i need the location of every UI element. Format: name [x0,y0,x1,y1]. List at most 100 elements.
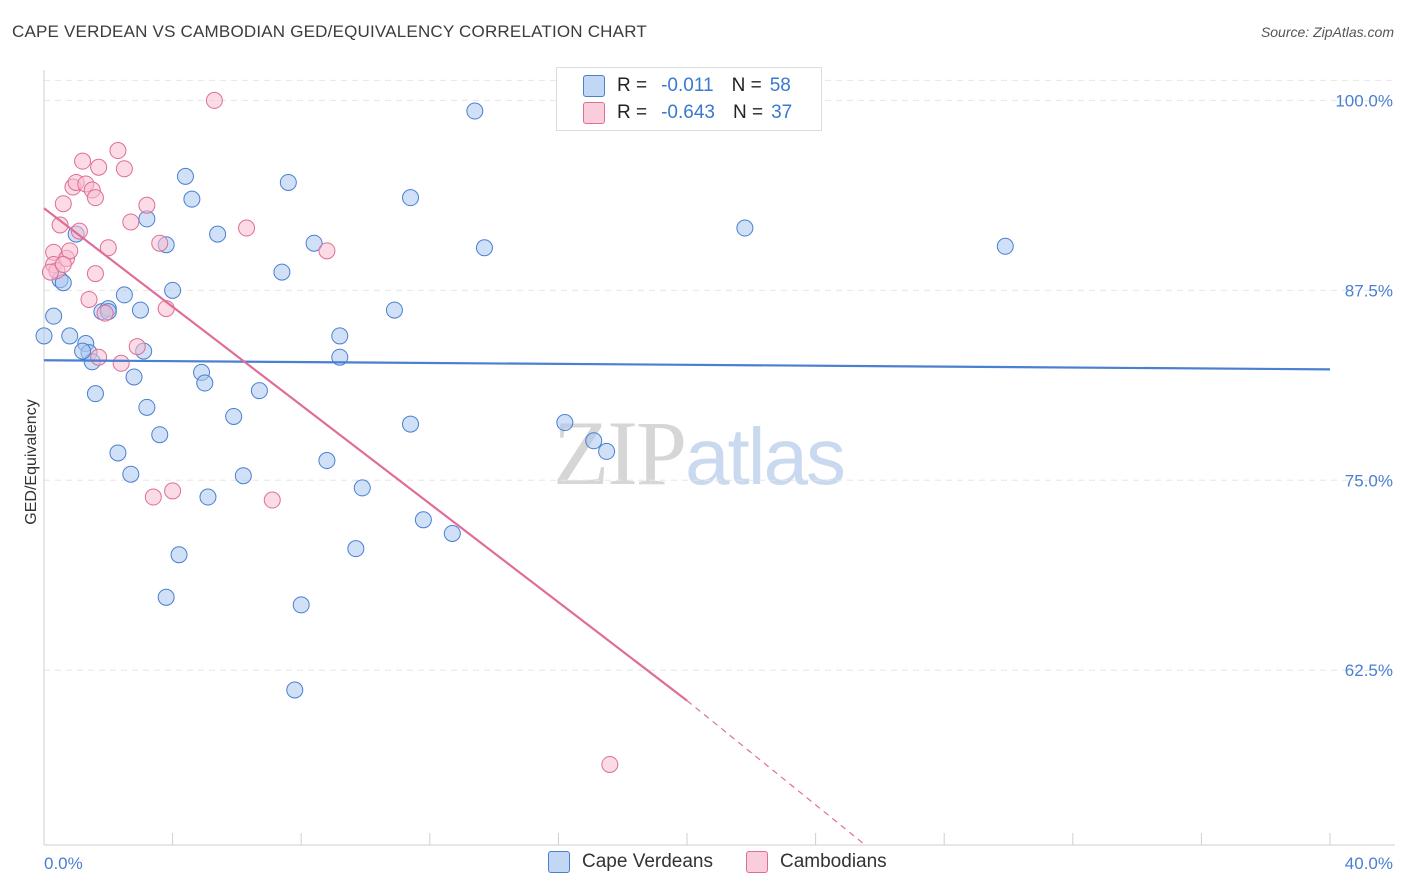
cape-verdean-point [736,219,754,237]
watermark-atlas: atlas [685,412,846,501]
zipatlas-watermark: ZIPatlas [553,400,846,506]
cambodian-point [601,755,619,773]
cape-verdean-point [402,415,420,433]
source-credit: Source: ZipAtlas.com [1260,24,1394,40]
y-tick-label: 62.5% [1345,661,1393,680]
x-tick-labels: 0.0% 40.0% [44,854,1393,873]
cape-verdean-point [115,286,133,304]
cape-verdean-point [170,546,188,564]
chart-title: CAPE VERDEAN VS CAMBODIAN GED/EQUIVALENC… [12,22,647,41]
cambodian-point [115,160,133,178]
cambodian-point [90,348,108,366]
cape-verdean-point [157,588,175,606]
cape-verdean-point [585,432,603,450]
correlation-legend: R = -0.011 N = 58 R = -0.643 N = 37 [556,67,822,131]
cambodian-point [99,239,117,257]
cape-verdean-point [125,368,143,386]
cape-verdean-point [250,382,268,400]
data-points [35,91,1014,773]
cambodian-point [80,290,98,308]
cape-verdean-point [61,327,79,345]
cape-verdean-point [385,301,403,319]
r-label: R = [617,102,648,123]
cape-verdean-point [292,596,310,614]
cambodian-point [90,158,108,176]
cape-verdean-point [45,307,63,325]
cambodian-point [263,491,281,509]
legend-label: Cape Verdeans [582,851,713,872]
cambodian-point [86,265,104,283]
cape-verdean-point [86,385,104,403]
cape-verdean-point [273,263,291,281]
cape-verdean-point [475,239,493,257]
cape-verdean-point [331,348,349,366]
cape-verdean-point [234,467,252,485]
cambodian-point [138,196,156,214]
cape-verdean-point [286,681,304,699]
pink-swatch-icon [746,851,768,873]
pink-swatch-icon [583,102,605,124]
cape-verdean-point [109,444,127,462]
n-value: 37 [771,102,793,123]
x-tick-label: 40.0% [1345,854,1393,873]
cambodian-point [144,488,162,506]
watermark-zip: ZIP [553,402,687,504]
legend-item-cape-verdeans[interactable]: Cape Verdeans [548,851,713,873]
cape-verdean-point [74,342,92,360]
cambodian-trend-extension [686,700,866,846]
cape-verdean-point [466,102,484,120]
cambodian-point [164,482,182,500]
cambodian-point [112,354,130,372]
cambodian-point [128,338,146,356]
cambodian-point [54,256,72,274]
y-tick-label: 75.0% [1345,471,1393,490]
cape-verdean-point [176,167,194,185]
cambodian-point [122,213,140,231]
legend-row-cape-verdeans: R = -0.011 N = 58 [583,73,791,99]
legend-item-cambodians[interactable]: Cambodians [746,851,887,873]
cape-verdean-point [209,225,227,243]
cambodian-point [74,152,92,170]
blue-swatch-icon [548,851,570,873]
cambodian-point [51,216,69,234]
x-tick-label: 0.0% [44,854,83,873]
series-legend: Cape Verdeans Cambodians [0,851,1406,877]
cape-verdean-point [402,189,420,207]
cambodian-point [41,263,59,281]
trend-lines [43,207,1331,846]
cambodian-point [54,195,72,213]
cape-verdean-point [556,414,574,432]
cape-verdean-point [443,524,461,542]
cape-verdean-point [196,374,214,392]
cape-verdean-point [353,479,371,497]
cape-verdean-point [199,488,217,506]
cape-verdean-point [305,234,323,252]
cape-verdean-point [138,398,156,416]
cambodian-point [151,234,169,252]
cape-verdean-point [347,540,365,558]
cambodian-point [96,304,114,322]
cambodian-trend-line [43,207,688,702]
cambodian-point [109,142,127,160]
cape-verdean-point [122,465,140,483]
cape-verdean-point [598,442,616,460]
y-axis-label: GED/Equivalency [23,399,40,524]
blue-swatch-icon [583,75,605,97]
cambodian-point [318,242,336,260]
cape-verdean-point [996,237,1014,255]
legend-row-cambodians: R = -0.643 N = 37 [583,100,792,126]
cape-verdean-point [331,327,349,345]
cape-verdean-point [225,407,243,425]
y-tick-labels: 62.5% 75.0% 87.5% 100.0% [1335,91,1393,680]
cambodian-point [70,222,88,240]
axes [43,70,1395,846]
grid-lines [44,79,1395,671]
cape-verdean-point [318,452,336,470]
n-label: N = [731,75,762,96]
cape-verdean-point [151,426,169,444]
cape-verdean-point [183,190,201,208]
n-label: N = [732,102,764,123]
n-value: 58 [769,75,791,96]
r-value: -0.011 [661,75,714,96]
